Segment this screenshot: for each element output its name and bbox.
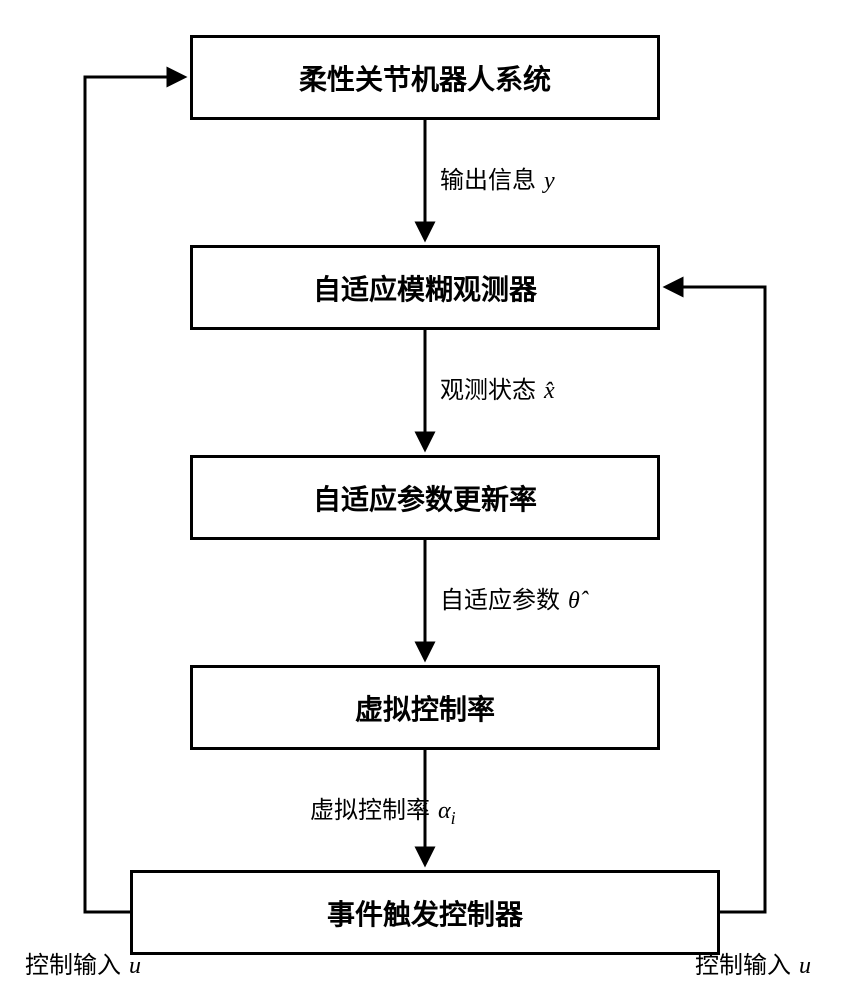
label-control-u-left-var: u bbox=[129, 953, 141, 979]
label-control-u-right-prefix: 控制输入 bbox=[695, 953, 791, 979]
label-virtual-alpha-sub: i bbox=[451, 808, 456, 828]
arrow-feedback-left bbox=[85, 77, 183, 912]
label-state-x: 观测状态 x̂ bbox=[440, 370, 555, 405]
box-observer-text: 自适应模糊观测器 bbox=[313, 268, 537, 308]
box-virtual-control: 虚拟控制率 bbox=[190, 665, 660, 750]
box-event-trigger: 事件触发控制器 bbox=[130, 870, 720, 955]
arrow-feedback-right bbox=[667, 287, 765, 912]
label-param-theta-prefix: 自适应参数 bbox=[440, 588, 560, 614]
label-control-u-left: 控制输入 u bbox=[25, 945, 141, 980]
label-output-y: 输出信息 y bbox=[440, 160, 555, 195]
label-param-theta: 自适应参数 θ̂ bbox=[440, 580, 580, 615]
box-virtual-control-text: 虚拟控制率 bbox=[355, 688, 495, 728]
label-virtual-alpha-prefix: 虚拟控制率 bbox=[310, 798, 430, 824]
box-system: 柔性关节机器人系统 bbox=[190, 35, 660, 120]
box-update-rate-text: 自适应参数更新率 bbox=[313, 478, 537, 518]
label-virtual-alpha-var: α bbox=[438, 798, 451, 824]
box-update-rate: 自适应参数更新率 bbox=[190, 455, 660, 540]
label-control-u-left-prefix: 控制输入 bbox=[25, 953, 121, 979]
label-control-u-right-var: u bbox=[799, 953, 811, 979]
label-state-x-prefix: 观测状态 bbox=[440, 378, 536, 404]
label-state-x-var: x̂ bbox=[544, 378, 555, 404]
box-event-trigger-text: 事件触发控制器 bbox=[327, 893, 523, 933]
box-observer: 自适应模糊观测器 bbox=[190, 245, 660, 330]
label-output-y-prefix: 输出信息 bbox=[440, 168, 536, 194]
label-param-theta-var: θ̂ bbox=[568, 588, 580, 614]
box-system-text: 柔性关节机器人系统 bbox=[299, 58, 551, 98]
label-control-u-right: 控制输入 u bbox=[695, 945, 811, 980]
label-output-y-var: y bbox=[544, 168, 555, 194]
label-virtual-alpha: 虚拟控制率 αi bbox=[310, 790, 456, 829]
